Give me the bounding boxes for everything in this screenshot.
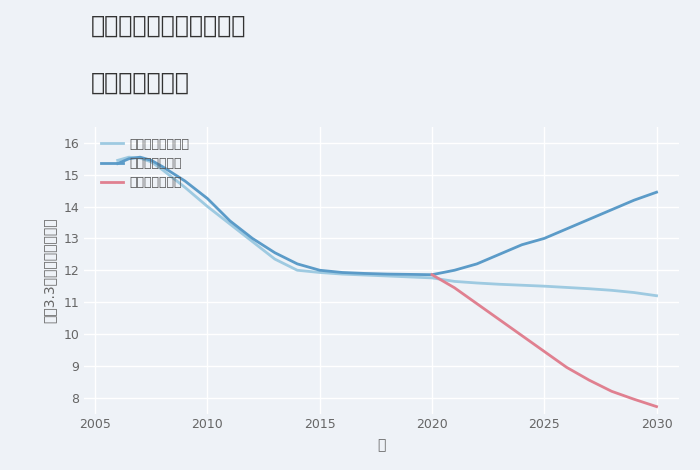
バッドシナリオ [585,377,594,383]
グッドシナリオ [181,178,189,184]
バッドシナリオ [495,317,503,322]
Line: ノーマルシナリオ: ノーマルシナリオ [118,157,657,296]
グッドシナリオ [450,267,459,273]
グッドシナリオ [585,217,594,222]
グッドシナリオ [293,261,302,266]
バッドシナリオ [563,365,571,370]
グッドシナリオ [652,189,661,195]
ノーマルシナリオ [248,239,257,244]
グッドシナリオ [517,242,526,248]
Text: 三重県津市美杉町奥津の: 三重県津市美杉町奥津の [91,14,246,38]
ノーマルシナリオ [158,167,167,172]
ノーマルシナリオ [136,155,144,161]
ノーマルシナリオ [360,272,369,278]
グッドシナリオ [495,251,503,257]
グッドシナリオ [147,157,155,163]
Line: グッドシナリオ: グッドシナリオ [118,157,657,274]
Legend: ノーマルシナリオ, グッドシナリオ, バッドシナリオ: ノーマルシナリオ, グッドシナリオ, バッドシナリオ [96,133,195,194]
ノーマルシナリオ [125,154,133,160]
バッドシナリオ [630,396,638,402]
ノーマルシナリオ [405,274,414,280]
Text: 土地の価格推移: 土地の価格推移 [91,70,190,94]
ノーマルシナリオ [181,185,189,190]
X-axis label: 年: 年 [377,439,386,453]
グッドシナリオ [473,261,481,266]
グッドシナリオ [113,161,122,166]
グッドシナリオ [225,218,234,224]
グッドシナリオ [248,235,257,241]
グッドシナリオ [428,272,436,277]
バッドシナリオ [473,301,481,306]
ノーマルシナリオ [495,282,503,287]
グッドシナリオ [360,271,369,276]
ノーマルシナリオ [517,282,526,288]
ノーマルシナリオ [338,271,346,277]
ノーマルシナリオ [293,267,302,273]
バッドシナリオ [652,404,661,409]
グッドシナリオ [540,235,549,241]
ノーマルシナリオ [585,286,594,291]
ノーマルシナリオ [608,288,616,293]
ノーマルシナリオ [428,275,436,281]
バッドシナリオ [540,349,549,354]
グッドシナリオ [271,250,279,256]
Line: バッドシナリオ: バッドシナリオ [432,274,657,407]
ノーマルシナリオ [630,290,638,295]
グッドシナリオ [563,226,571,232]
ノーマルシナリオ [540,283,549,289]
Y-axis label: 坪（3.3㎡）単価（万円）: 坪（3.3㎡）単価（万円） [42,218,56,323]
グッドシナリオ [158,164,167,170]
グッドシナリオ [203,196,211,201]
グッドシナリオ [405,272,414,277]
ノーマルシナリオ [113,157,122,163]
グッドシナリオ [630,197,638,203]
グッドシナリオ [608,207,616,212]
ノーマルシナリオ [225,221,234,227]
ノーマルシナリオ [563,285,571,290]
ノーマルシナリオ [203,204,211,209]
ノーマルシナリオ [316,270,324,275]
バッドシナリオ [450,285,459,290]
グッドシナリオ [383,271,391,277]
バッドシナリオ [517,333,526,338]
バッドシナリオ [608,389,616,394]
ノーマルシナリオ [473,280,481,286]
ノーマルシナリオ [450,279,459,284]
グッドシナリオ [125,156,133,162]
ノーマルシナリオ [383,273,391,279]
グッドシナリオ [136,154,144,160]
ノーマルシナリオ [271,256,279,262]
ノーマルシナリオ [652,293,661,298]
ノーマルシナリオ [147,159,155,165]
グッドシナリオ [338,270,346,275]
グッドシナリオ [316,267,324,273]
バッドシナリオ [428,272,436,277]
